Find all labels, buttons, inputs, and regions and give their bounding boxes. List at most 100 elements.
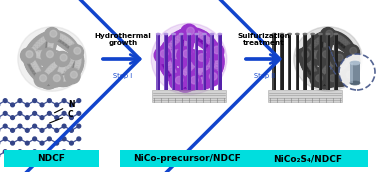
Circle shape	[52, 52, 57, 57]
Circle shape	[74, 47, 81, 54]
Circle shape	[215, 56, 221, 62]
Circle shape	[350, 58, 355, 63]
Circle shape	[208, 58, 214, 64]
Circle shape	[41, 65, 54, 79]
Circle shape	[42, 42, 55, 55]
Circle shape	[40, 141, 44, 145]
Circle shape	[331, 51, 346, 67]
Circle shape	[63, 76, 68, 81]
Circle shape	[208, 56, 214, 62]
Circle shape	[177, 47, 194, 63]
Circle shape	[38, 75, 48, 86]
Circle shape	[46, 68, 52, 73]
Circle shape	[347, 53, 352, 58]
Circle shape	[65, 43, 70, 48]
Circle shape	[184, 73, 201, 90]
Circle shape	[44, 78, 49, 83]
Circle shape	[184, 67, 191, 73]
Circle shape	[169, 50, 174, 55]
Circle shape	[296, 48, 311, 63]
Circle shape	[163, 53, 168, 58]
Circle shape	[54, 74, 67, 86]
Ellipse shape	[151, 23, 227, 95]
Circle shape	[33, 45, 38, 50]
Circle shape	[57, 37, 62, 42]
Circle shape	[48, 150, 51, 153]
Circle shape	[326, 64, 332, 70]
Circle shape	[184, 41, 190, 47]
Circle shape	[48, 99, 51, 103]
Circle shape	[338, 58, 351, 71]
Circle shape	[70, 53, 84, 67]
Circle shape	[166, 47, 180, 61]
Circle shape	[60, 39, 65, 44]
Circle shape	[320, 56, 331, 67]
Circle shape	[46, 60, 60, 73]
Circle shape	[169, 74, 175, 79]
Circle shape	[174, 71, 187, 84]
Circle shape	[316, 53, 321, 58]
Circle shape	[54, 62, 68, 75]
Circle shape	[54, 52, 65, 63]
Circle shape	[186, 77, 197, 89]
Circle shape	[192, 70, 204, 83]
Circle shape	[336, 39, 341, 44]
Circle shape	[301, 56, 306, 61]
Circle shape	[325, 51, 330, 57]
Bar	[296, 34, 297, 90]
Circle shape	[338, 36, 344, 42]
Circle shape	[191, 76, 198, 84]
Circle shape	[314, 72, 324, 83]
Circle shape	[314, 70, 326, 82]
Circle shape	[160, 49, 172, 61]
Circle shape	[313, 75, 322, 84]
Circle shape	[324, 39, 330, 44]
Text: C: C	[50, 110, 74, 123]
Circle shape	[76, 56, 81, 61]
Ellipse shape	[303, 33, 307, 35]
Circle shape	[25, 154, 29, 158]
Circle shape	[189, 73, 201, 85]
Circle shape	[60, 60, 73, 74]
Circle shape	[28, 42, 40, 55]
Circle shape	[316, 79, 321, 84]
Circle shape	[210, 46, 221, 57]
Circle shape	[51, 75, 60, 84]
Circle shape	[161, 59, 166, 64]
Circle shape	[306, 60, 311, 65]
Circle shape	[346, 53, 360, 67]
Circle shape	[213, 58, 218, 63]
Bar	[268, 90, 342, 102]
Circle shape	[339, 41, 344, 45]
Circle shape	[38, 72, 48, 83]
Circle shape	[182, 33, 187, 38]
Circle shape	[209, 55, 215, 61]
Circle shape	[308, 53, 313, 58]
Circle shape	[328, 68, 341, 80]
FancyArrowPatch shape	[155, 0, 280, 172]
Circle shape	[331, 32, 344, 46]
Circle shape	[43, 63, 56, 77]
Circle shape	[334, 68, 339, 73]
Circle shape	[62, 58, 75, 71]
Circle shape	[46, 31, 57, 42]
Bar	[197, 34, 198, 90]
Circle shape	[316, 48, 330, 62]
Circle shape	[351, 60, 357, 66]
Circle shape	[337, 59, 342, 64]
Circle shape	[316, 75, 329, 89]
Circle shape	[62, 111, 66, 115]
Circle shape	[70, 48, 75, 53]
Circle shape	[44, 35, 49, 40]
Circle shape	[63, 41, 68, 45]
Circle shape	[345, 42, 350, 47]
Circle shape	[28, 54, 33, 58]
Circle shape	[344, 74, 349, 79]
Circle shape	[48, 42, 53, 48]
Circle shape	[304, 61, 308, 66]
Circle shape	[37, 48, 50, 61]
Circle shape	[55, 128, 59, 132]
Circle shape	[193, 56, 198, 61]
Circle shape	[180, 28, 192, 40]
Circle shape	[177, 54, 183, 60]
